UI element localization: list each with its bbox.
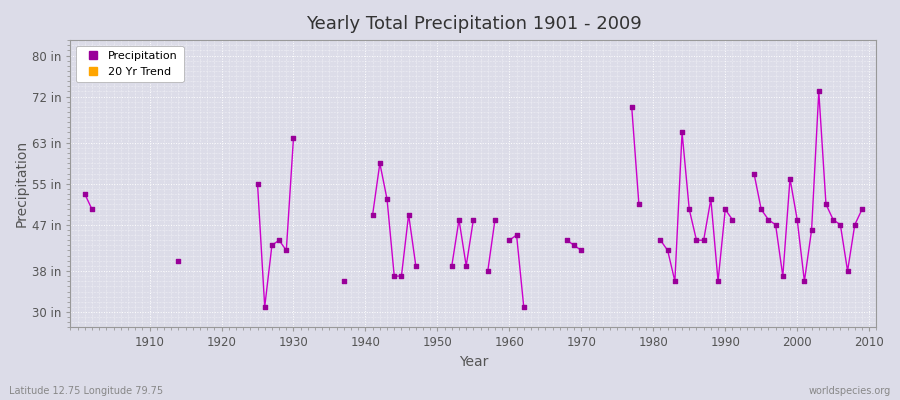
Point (502, 237, 517, 243)
Point (855, 206, 869, 213)
Point (761, 216, 776, 223)
Point (488, 216, 502, 223)
Point (337, 278, 351, 284)
Point (567, 242, 581, 248)
Point (711, 278, 725, 284)
Point (632, 201, 646, 208)
Point (560, 237, 574, 243)
Point (826, 216, 841, 223)
Point (819, 201, 833, 208)
Point (574, 247, 589, 254)
Point (373, 160, 387, 166)
Point (171, 258, 185, 264)
Point (85, 206, 99, 213)
Point (812, 88, 826, 95)
Point (265, 242, 279, 248)
Point (380, 196, 394, 202)
Y-axis label: Precipitation: Precipitation (15, 140, 29, 227)
Point (689, 237, 704, 243)
Point (452, 216, 466, 223)
Point (754, 206, 769, 213)
Point (833, 222, 848, 228)
Point (653, 237, 668, 243)
Point (769, 222, 783, 228)
Point (841, 268, 855, 274)
Point (409, 263, 423, 269)
Point (675, 129, 689, 136)
Point (697, 237, 711, 243)
X-axis label: Year: Year (459, 355, 488, 369)
Text: Latitude 12.75 Longitude 79.75: Latitude 12.75 Longitude 79.75 (9, 386, 163, 396)
Point (387, 273, 401, 279)
Point (466, 216, 481, 223)
Point (661, 247, 675, 254)
Point (509, 232, 524, 238)
Point (704, 196, 718, 202)
Point (272, 237, 286, 243)
Point (257, 304, 272, 310)
Point (682, 206, 697, 213)
Point (805, 227, 819, 233)
Point (250, 180, 265, 187)
Point (459, 263, 473, 269)
Point (776, 273, 790, 279)
Point (365, 211, 380, 218)
Point (517, 304, 531, 310)
Point (77, 191, 92, 197)
Point (797, 278, 812, 284)
Point (790, 216, 805, 223)
Point (668, 278, 682, 284)
Point (401, 211, 416, 218)
Legend: Precipitation, 20 Yr Trend: Precipitation, 20 Yr Trend (76, 46, 184, 82)
Point (718, 206, 733, 213)
Point (848, 222, 862, 228)
Text: worldspecies.org: worldspecies.org (809, 386, 891, 396)
Point (625, 104, 639, 110)
Title: Yearly Total Precipitation 1901 - 2009: Yearly Total Precipitation 1901 - 2009 (305, 15, 642, 33)
Point (747, 170, 761, 177)
Point (725, 216, 740, 223)
Point (481, 268, 495, 274)
Point (783, 176, 797, 182)
Point (279, 247, 293, 254)
Point (286, 134, 301, 141)
Point (394, 273, 409, 279)
Point (445, 263, 459, 269)
